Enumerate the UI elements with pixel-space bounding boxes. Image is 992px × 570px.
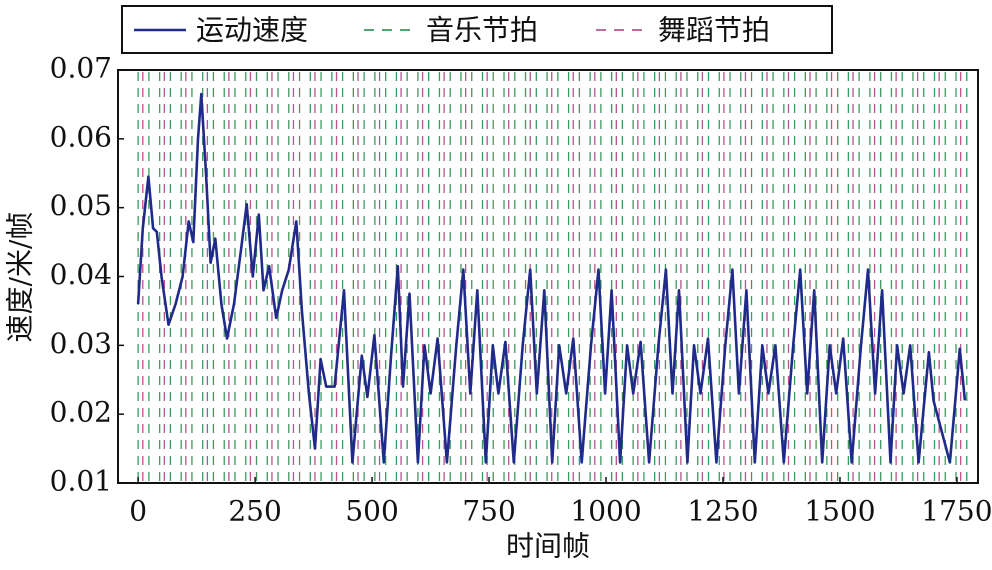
legend-label: 运动速度	[196, 14, 308, 47]
y-tick-label: 0.07	[50, 52, 112, 85]
y-tick-label: 0.01	[50, 465, 112, 498]
x-axis-label: 时间帧	[506, 530, 590, 563]
x-tick-label: 1250	[687, 495, 758, 528]
x-tick-label: 1500	[804, 495, 875, 528]
y-tick-label: 0.05	[50, 189, 112, 222]
x-tick-label: 1000	[570, 495, 641, 528]
x-tick-label: 500	[345, 495, 398, 528]
y-tick-label: 0.06	[50, 120, 112, 153]
legend-label: 音乐节拍	[426, 14, 538, 47]
x-tick-label: 250	[228, 495, 281, 528]
legend-label: 舞蹈节拍	[658, 14, 770, 47]
speed-line	[136, 92, 967, 464]
y-tick-label: 0.04	[50, 258, 112, 291]
y-axis-label: 速度/米/帧	[4, 212, 37, 343]
x-tick-label: 750	[462, 495, 515, 528]
x-tick-label: 1750	[921, 495, 992, 528]
x-tick-label: 0	[129, 495, 147, 528]
legend-box	[121, 5, 833, 54]
y-tick-label: 0.02	[50, 396, 112, 429]
y-tick-label: 0.03	[50, 327, 112, 360]
